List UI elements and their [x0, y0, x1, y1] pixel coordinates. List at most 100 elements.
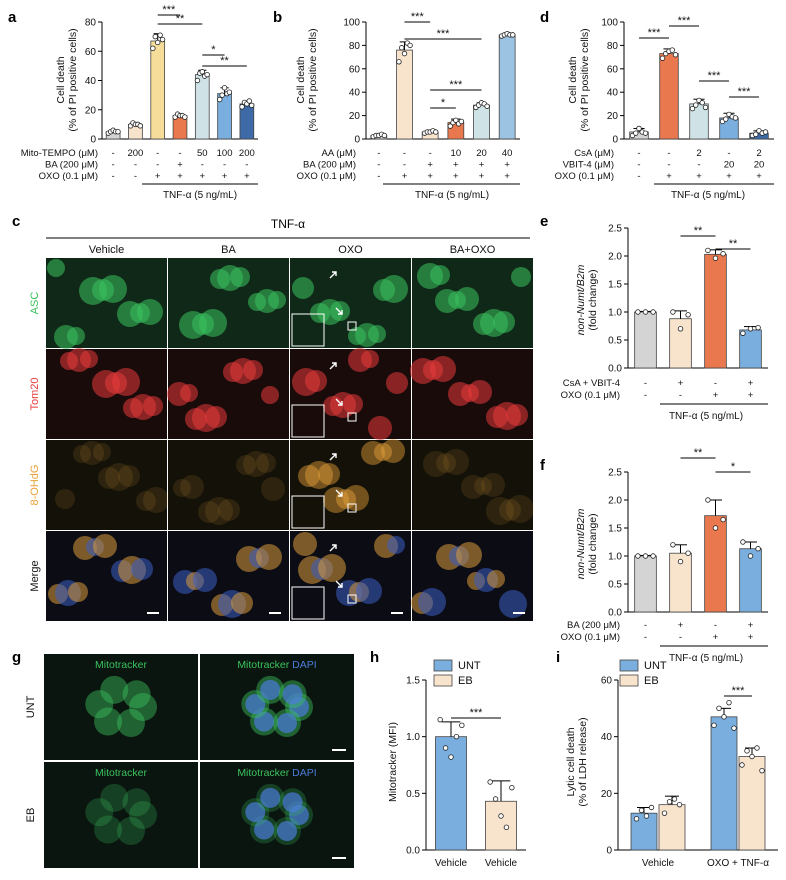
condition-cell: 2	[756, 148, 761, 159]
panel-letter-d: d	[540, 9, 549, 26]
data-point	[650, 309, 656, 315]
y-axis-title-line: (fold change)	[587, 513, 599, 574]
data-point	[705, 247, 711, 254]
cell-blob	[199, 309, 227, 337]
data-point	[217, 96, 223, 103]
significance-label: **	[220, 55, 229, 67]
cell-blob	[499, 499, 521, 521]
condition-cell: +	[666, 171, 672, 182]
data-point	[753, 131, 759, 138]
data-point	[711, 722, 717, 729]
y-tick-label: 0	[606, 846, 612, 857]
micrograph-tile	[412, 440, 533, 530]
data-point	[636, 125, 642, 132]
cell-blob	[381, 439, 405, 463]
y-tick-label: 100	[601, 18, 618, 29]
legend-swatch	[619, 659, 639, 672]
y-tick-label: 1.0	[608, 552, 622, 563]
y-tick-label: 80	[85, 18, 97, 29]
y-tick-label: 20	[607, 111, 619, 122]
zoom-box	[347, 503, 357, 513]
data-point	[689, 105, 696, 112]
data-point	[754, 745, 760, 751]
data-point	[759, 767, 765, 774]
condition-cell: +	[756, 171, 762, 182]
data-point	[115, 128, 121, 135]
cell-blob	[318, 463, 340, 485]
condition-cell: -	[245, 160, 248, 171]
y-tick-label: 60	[85, 47, 97, 58]
column-label-vehicle: Vehicle	[89, 244, 124, 256]
significance-label: **	[694, 447, 703, 459]
condition-cell: -	[637, 171, 640, 182]
cell-blob	[94, 707, 123, 736]
inset-box	[291, 404, 325, 438]
data-point	[642, 309, 649, 315]
micrograph-tile	[290, 440, 411, 530]
nucleus-blob	[260, 679, 281, 700]
panel-letter-i: i	[556, 649, 560, 666]
nucleus-blob	[282, 684, 303, 705]
y-tick-label: 20	[601, 789, 613, 800]
cell-blob	[481, 473, 505, 497]
condition-row-label: CsA (μM)	[574, 148, 614, 159]
condition-cell: -	[201, 160, 204, 171]
y-tick-label: 40	[85, 76, 97, 87]
cell-blob	[256, 453, 276, 473]
condition-cell: -	[156, 160, 159, 171]
cell-blob	[47, 259, 65, 277]
cell-blob	[493, 311, 515, 333]
condition-row-label: OXO (0.1 μM)	[561, 632, 620, 643]
condition-cell: 2	[696, 148, 701, 159]
data-point	[676, 801, 683, 808]
data-point	[448, 754, 454, 760]
condition-cell: -	[403, 160, 406, 171]
cell-blob	[298, 465, 320, 487]
condition-cell: -	[727, 148, 730, 159]
data-point	[182, 114, 188, 120]
y-axis-title-line: Cell death	[567, 56, 579, 103]
significance-label: ***	[449, 79, 463, 91]
cell-blob	[122, 680, 151, 709]
y-tick-label: 20	[349, 111, 361, 122]
condition-cell: -	[679, 390, 682, 401]
condition-cell: +	[402, 171, 408, 182]
cell-blob	[116, 817, 145, 846]
y-tick-label: 80	[349, 41, 361, 52]
row-label-asc: ASC	[29, 292, 41, 315]
cell-blob	[80, 350, 98, 368]
data-point	[720, 516, 726, 523]
arrow-icon	[335, 489, 343, 497]
condition-cell: +	[748, 390, 754, 401]
y-tick-label: 2.5	[608, 468, 622, 479]
condition-cell: +	[696, 171, 702, 182]
cell-blob	[468, 380, 492, 404]
x-category-label: Vehicle	[642, 858, 675, 869]
condition-cell: 200	[127, 148, 143, 159]
inset-box	[291, 313, 325, 347]
cell-blob	[343, 394, 363, 414]
channel-label: Mitotracker DAPI	[237, 659, 316, 671]
data-point	[498, 813, 504, 819]
data-point	[487, 779, 493, 785]
micrograph-tile	[46, 440, 167, 530]
y-tick-label: 0.5	[608, 580, 622, 591]
data-point	[248, 102, 255, 109]
panel-letter-c: c	[12, 213, 20, 230]
condition-cell: -	[679, 632, 682, 643]
significance-label: ***	[732, 685, 746, 697]
data-point	[199, 69, 205, 75]
panel-letter-h: h	[370, 649, 379, 666]
significance-label: ***	[708, 70, 722, 82]
data-point	[642, 130, 649, 136]
cell-blob	[511, 267, 531, 287]
condition-cell: +	[678, 378, 684, 389]
cell-blob	[100, 675, 129, 704]
cell-blob	[205, 497, 233, 525]
zoom-box	[347, 321, 357, 331]
condition-cell: -	[156, 148, 159, 159]
row-label-merge: Merge	[29, 560, 41, 591]
chart-panel-f: 0.0 0.5 1.0 1.5 2.0 2.5 non-Numt/B2m (fold chan…	[561, 447, 768, 664]
tnf-label: TNF-α (5 ng/mL)	[671, 190, 745, 201]
